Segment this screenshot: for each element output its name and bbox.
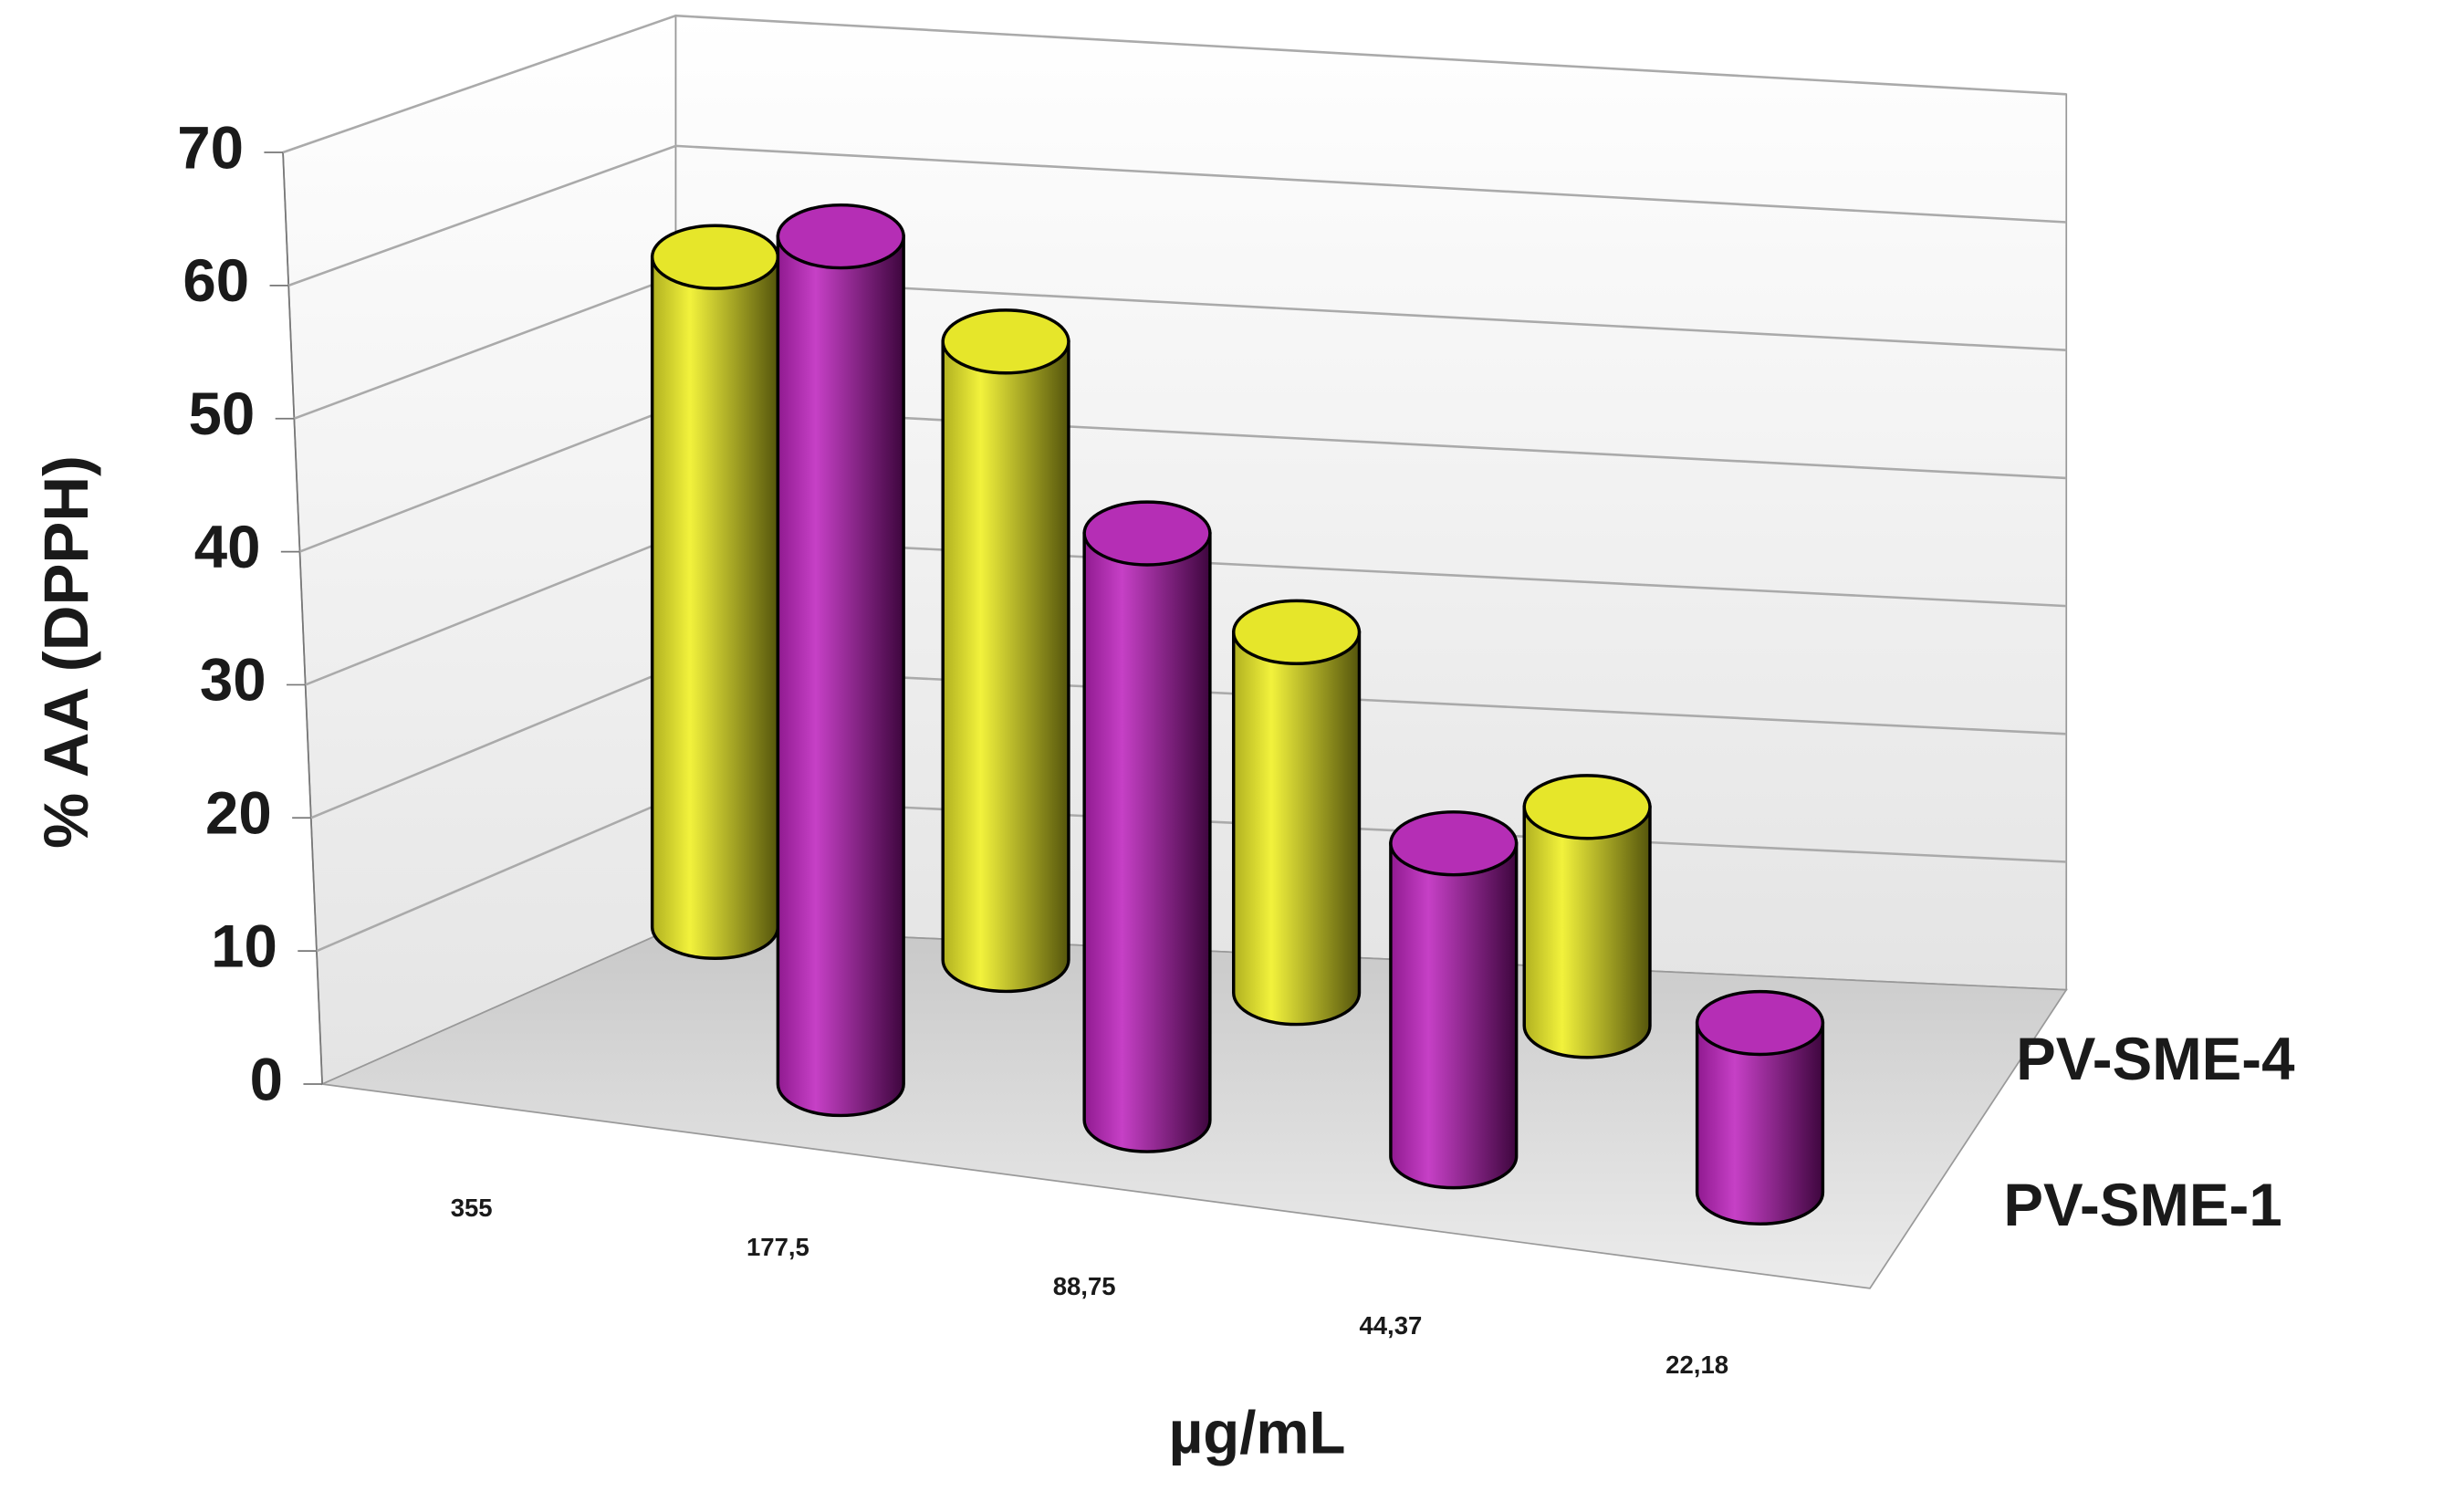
bar-top	[650, 224, 780, 290]
y-tick-label: 10	[211, 913, 277, 979]
bar-top	[1389, 810, 1519, 877]
bar-top	[776, 203, 905, 270]
bar-top	[1082, 500, 1212, 567]
bar-top	[941, 308, 1070, 375]
bar-body	[1522, 805, 1652, 1059]
bar	[1082, 500, 1212, 1153]
bar-body	[650, 255, 780, 960]
bar-top	[1232, 599, 1362, 665]
x-tick-label: 44,37	[1359, 1311, 1422, 1340]
y-tick-label: 0	[250, 1046, 283, 1112]
y-axis-label: % AA (DPPH)	[31, 455, 101, 849]
bar	[1389, 810, 1519, 1190]
bar	[650, 224, 780, 960]
y-tick-label: 50	[189, 381, 256, 447]
bar-body	[1389, 841, 1519, 1190]
y-axis	[282, 151, 323, 1085]
left-wall	[282, 15, 677, 1086]
y-tick-label: 40	[194, 514, 261, 580]
bar	[1522, 774, 1652, 1059]
legend-label: PV-SME-1	[2003, 1172, 2281, 1238]
bar	[1232, 599, 1362, 1027]
bar-top	[1695, 989, 1825, 1057]
bar-body	[776, 235, 905, 1118]
bar-body	[1082, 531, 1212, 1153]
y-tick-label: 60	[183, 247, 249, 314]
x-tick-label: 88,75	[1053, 1272, 1116, 1300]
y-tick-label: 30	[200, 647, 266, 714]
x-tick-label: 177,5	[747, 1233, 809, 1261]
bar	[1695, 989, 1825, 1226]
bar-body	[1232, 631, 1362, 1027]
bar	[941, 308, 1070, 994]
x-axis-label: µg/mL	[1169, 1400, 1346, 1466]
bar-top	[1522, 774, 1652, 840]
plot: 0 10 20 30 40 50 60 70 355 177,5 88,75 44,37 22,18 PV…	[177, 14, 2295, 1379]
y-tick-label: 70	[177, 114, 244, 181]
y-tick-label: 20	[205, 780, 272, 847]
bar	[776, 203, 905, 1118]
x-tick-label: 22,18	[1665, 1351, 1728, 1379]
bar-body	[941, 339, 1070, 994]
grid-line	[287, 144, 2067, 287]
bar-body	[1695, 1021, 1825, 1226]
x-tick-label: 355	[451, 1194, 493, 1222]
legend-label: PV-SME-4	[2016, 1026, 2295, 1092]
grid-line	[282, 14, 2067, 154]
